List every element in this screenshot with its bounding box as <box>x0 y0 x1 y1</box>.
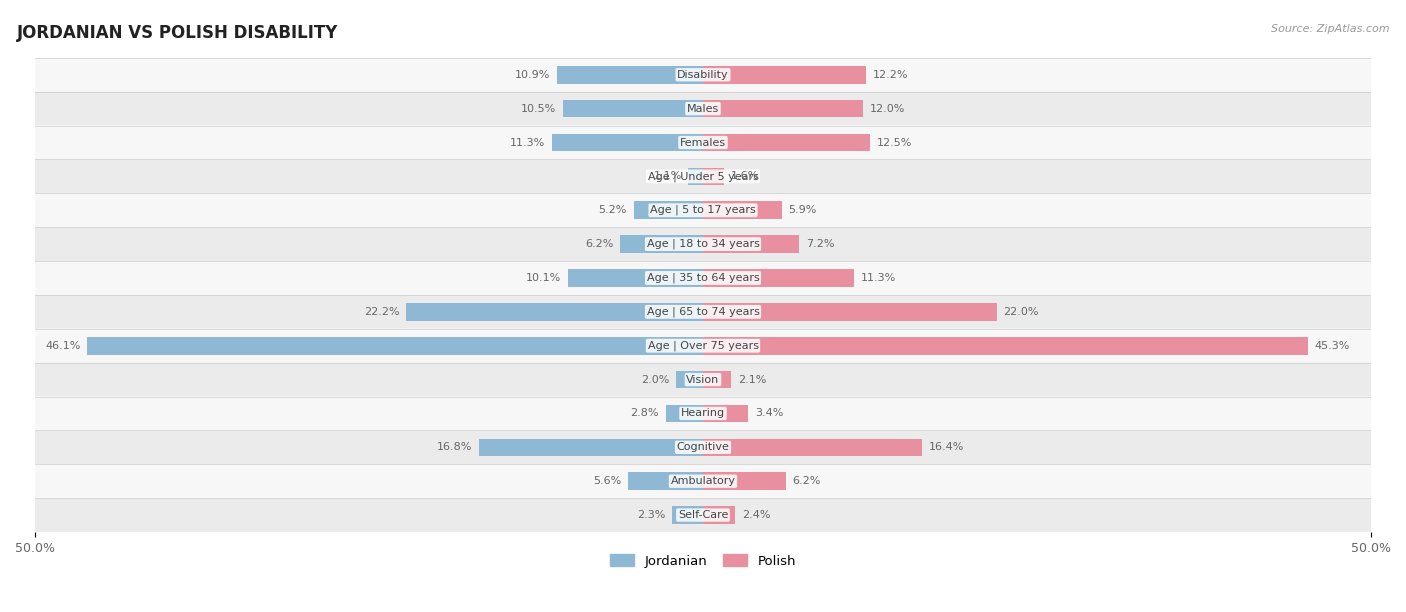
Text: 2.1%: 2.1% <box>738 375 766 384</box>
FancyBboxPatch shape <box>35 193 1371 227</box>
Text: Age | 35 to 64 years: Age | 35 to 64 years <box>647 273 759 283</box>
Text: Age | 18 to 34 years: Age | 18 to 34 years <box>647 239 759 249</box>
FancyBboxPatch shape <box>35 329 1371 363</box>
FancyBboxPatch shape <box>35 125 1371 160</box>
Text: Age | 5 to 17 years: Age | 5 to 17 years <box>650 205 756 215</box>
Text: 12.5%: 12.5% <box>877 138 912 147</box>
Text: Source: ZipAtlas.com: Source: ZipAtlas.com <box>1271 24 1389 34</box>
Text: Vision: Vision <box>686 375 720 384</box>
Bar <box>703 201 782 219</box>
Text: 10.1%: 10.1% <box>526 273 561 283</box>
Text: Males: Males <box>688 103 718 114</box>
Bar <box>665 405 703 422</box>
FancyBboxPatch shape <box>35 92 1371 125</box>
FancyBboxPatch shape <box>35 363 1371 397</box>
Bar <box>703 235 799 253</box>
Text: 46.1%: 46.1% <box>45 341 80 351</box>
Text: 2.3%: 2.3% <box>637 510 665 520</box>
Bar <box>703 439 922 456</box>
Bar <box>553 133 703 151</box>
FancyBboxPatch shape <box>35 498 1371 532</box>
Bar <box>703 269 853 287</box>
Text: 5.9%: 5.9% <box>789 205 817 215</box>
Text: Females: Females <box>681 138 725 147</box>
Text: Age | Under 5 years: Age | Under 5 years <box>648 171 758 182</box>
Bar <box>703 337 1308 354</box>
Bar <box>703 100 863 118</box>
Bar <box>689 168 703 185</box>
Text: Cognitive: Cognitive <box>676 442 730 452</box>
Bar <box>562 100 703 118</box>
Text: Disability: Disability <box>678 70 728 80</box>
FancyBboxPatch shape <box>35 397 1371 430</box>
Bar <box>406 303 703 321</box>
Bar <box>703 133 870 151</box>
Bar <box>568 269 703 287</box>
Text: 22.2%: 22.2% <box>364 307 399 317</box>
Text: 12.2%: 12.2% <box>873 70 908 80</box>
FancyBboxPatch shape <box>35 160 1371 193</box>
Text: 11.3%: 11.3% <box>860 273 896 283</box>
Bar <box>620 235 703 253</box>
Bar <box>703 472 786 490</box>
Bar <box>703 303 997 321</box>
Bar <box>676 371 703 389</box>
Text: 11.3%: 11.3% <box>510 138 546 147</box>
Text: 7.2%: 7.2% <box>806 239 834 249</box>
Text: 2.0%: 2.0% <box>641 375 669 384</box>
Text: 12.0%: 12.0% <box>870 103 905 114</box>
Text: 16.8%: 16.8% <box>436 442 472 452</box>
Text: 10.9%: 10.9% <box>516 70 551 80</box>
Text: 3.4%: 3.4% <box>755 408 783 419</box>
Bar <box>703 405 748 422</box>
Bar <box>703 506 735 524</box>
FancyBboxPatch shape <box>35 227 1371 261</box>
Text: 1.6%: 1.6% <box>731 171 759 181</box>
Text: Ambulatory: Ambulatory <box>671 476 735 486</box>
Bar <box>703 371 731 389</box>
Text: 5.6%: 5.6% <box>593 476 621 486</box>
Bar <box>703 168 724 185</box>
Bar <box>634 201 703 219</box>
Text: 22.0%: 22.0% <box>1004 307 1039 317</box>
FancyBboxPatch shape <box>35 465 1371 498</box>
Text: 1.1%: 1.1% <box>654 171 682 181</box>
Bar <box>87 337 703 354</box>
Text: 5.2%: 5.2% <box>599 205 627 215</box>
FancyBboxPatch shape <box>35 261 1371 295</box>
Bar <box>672 506 703 524</box>
FancyBboxPatch shape <box>35 295 1371 329</box>
Text: 6.2%: 6.2% <box>793 476 821 486</box>
Bar <box>557 66 703 84</box>
Text: 10.5%: 10.5% <box>520 103 555 114</box>
Text: 45.3%: 45.3% <box>1315 341 1350 351</box>
Legend: Jordanian, Polish: Jordanian, Polish <box>605 549 801 573</box>
FancyBboxPatch shape <box>35 430 1371 465</box>
Text: Hearing: Hearing <box>681 408 725 419</box>
Bar <box>703 66 866 84</box>
Text: 2.4%: 2.4% <box>742 510 770 520</box>
Bar <box>628 472 703 490</box>
Text: Age | 65 to 74 years: Age | 65 to 74 years <box>647 307 759 317</box>
Text: Age | Over 75 years: Age | Over 75 years <box>648 340 758 351</box>
FancyBboxPatch shape <box>35 58 1371 92</box>
Text: Self-Care: Self-Care <box>678 510 728 520</box>
Bar <box>478 439 703 456</box>
Text: 16.4%: 16.4% <box>929 442 965 452</box>
Text: 6.2%: 6.2% <box>585 239 613 249</box>
Text: 2.8%: 2.8% <box>630 408 659 419</box>
Text: JORDANIAN VS POLISH DISABILITY: JORDANIAN VS POLISH DISABILITY <box>17 24 339 42</box>
